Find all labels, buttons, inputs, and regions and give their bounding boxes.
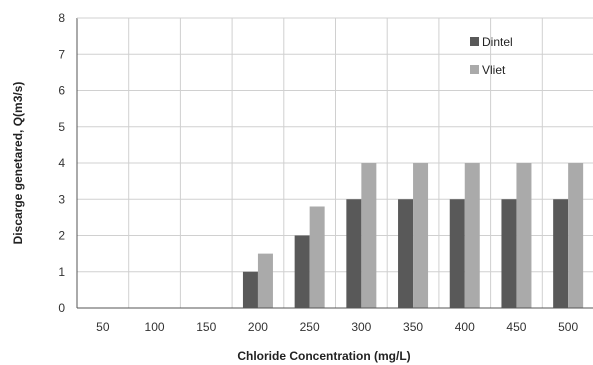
bar-vliet — [309, 206, 325, 308]
bar-vliet — [516, 163, 532, 308]
x-tick-label: 350 — [403, 320, 423, 334]
tick-labels: 0 1 2 3 4 5 6 7 8 50 100 150 200 250 300 350 400 450 500 — [58, 11, 578, 334]
y-tick-label: 4 — [58, 156, 65, 170]
x-tick-label: 150 — [196, 320, 216, 334]
y-tick-label: 0 — [58, 301, 65, 315]
bar-vliet — [257, 253, 273, 308]
x-tick-label: 400 — [455, 320, 475, 334]
x-tick-label: 100 — [145, 320, 165, 334]
y-tick-label: 7 — [58, 47, 65, 61]
y-tick-label: 1 — [58, 265, 65, 279]
bar-dintel — [398, 199, 414, 308]
x-axis-title: Chloride Concentration (mg/L) — [237, 349, 410, 363]
y-tick-label: 2 — [58, 229, 65, 243]
bars — [242, 163, 584, 308]
bar-dintel — [501, 199, 517, 308]
y-tick-label: 5 — [58, 120, 65, 134]
bar-vliet — [413, 163, 429, 308]
bar-dintel — [346, 199, 362, 308]
y-tick-label: 8 — [58, 11, 65, 25]
legend-swatch-vliet — [470, 65, 479, 74]
bar-vliet — [361, 163, 377, 308]
legend-label-vliet: Vliet — [482, 63, 506, 77]
bar-vliet — [464, 163, 480, 308]
y-tick-label: 6 — [58, 84, 65, 98]
bar-vliet — [568, 163, 584, 308]
bar-dintel — [553, 199, 569, 308]
x-tick-label: 500 — [558, 320, 578, 334]
x-tick-label: 450 — [506, 320, 526, 334]
x-tick-label: 250 — [300, 320, 320, 334]
axes — [76, 17, 593, 309]
bar-dintel — [449, 199, 465, 308]
legend-swatch-dintel — [470, 37, 479, 46]
bar-dintel — [242, 271, 258, 308]
x-tick-label: 50 — [96, 320, 110, 334]
legend-label-dintel: Dintel — [482, 35, 513, 49]
x-tick-label: 200 — [248, 320, 268, 334]
x-tick-label: 300 — [351, 320, 371, 334]
y-axis-title: Discarge genetared, Q(m3/s) — [11, 82, 25, 245]
legend: Dintel Vliet — [470, 35, 513, 77]
y-tick-label: 3 — [58, 192, 65, 206]
bar-dintel — [294, 235, 310, 308]
